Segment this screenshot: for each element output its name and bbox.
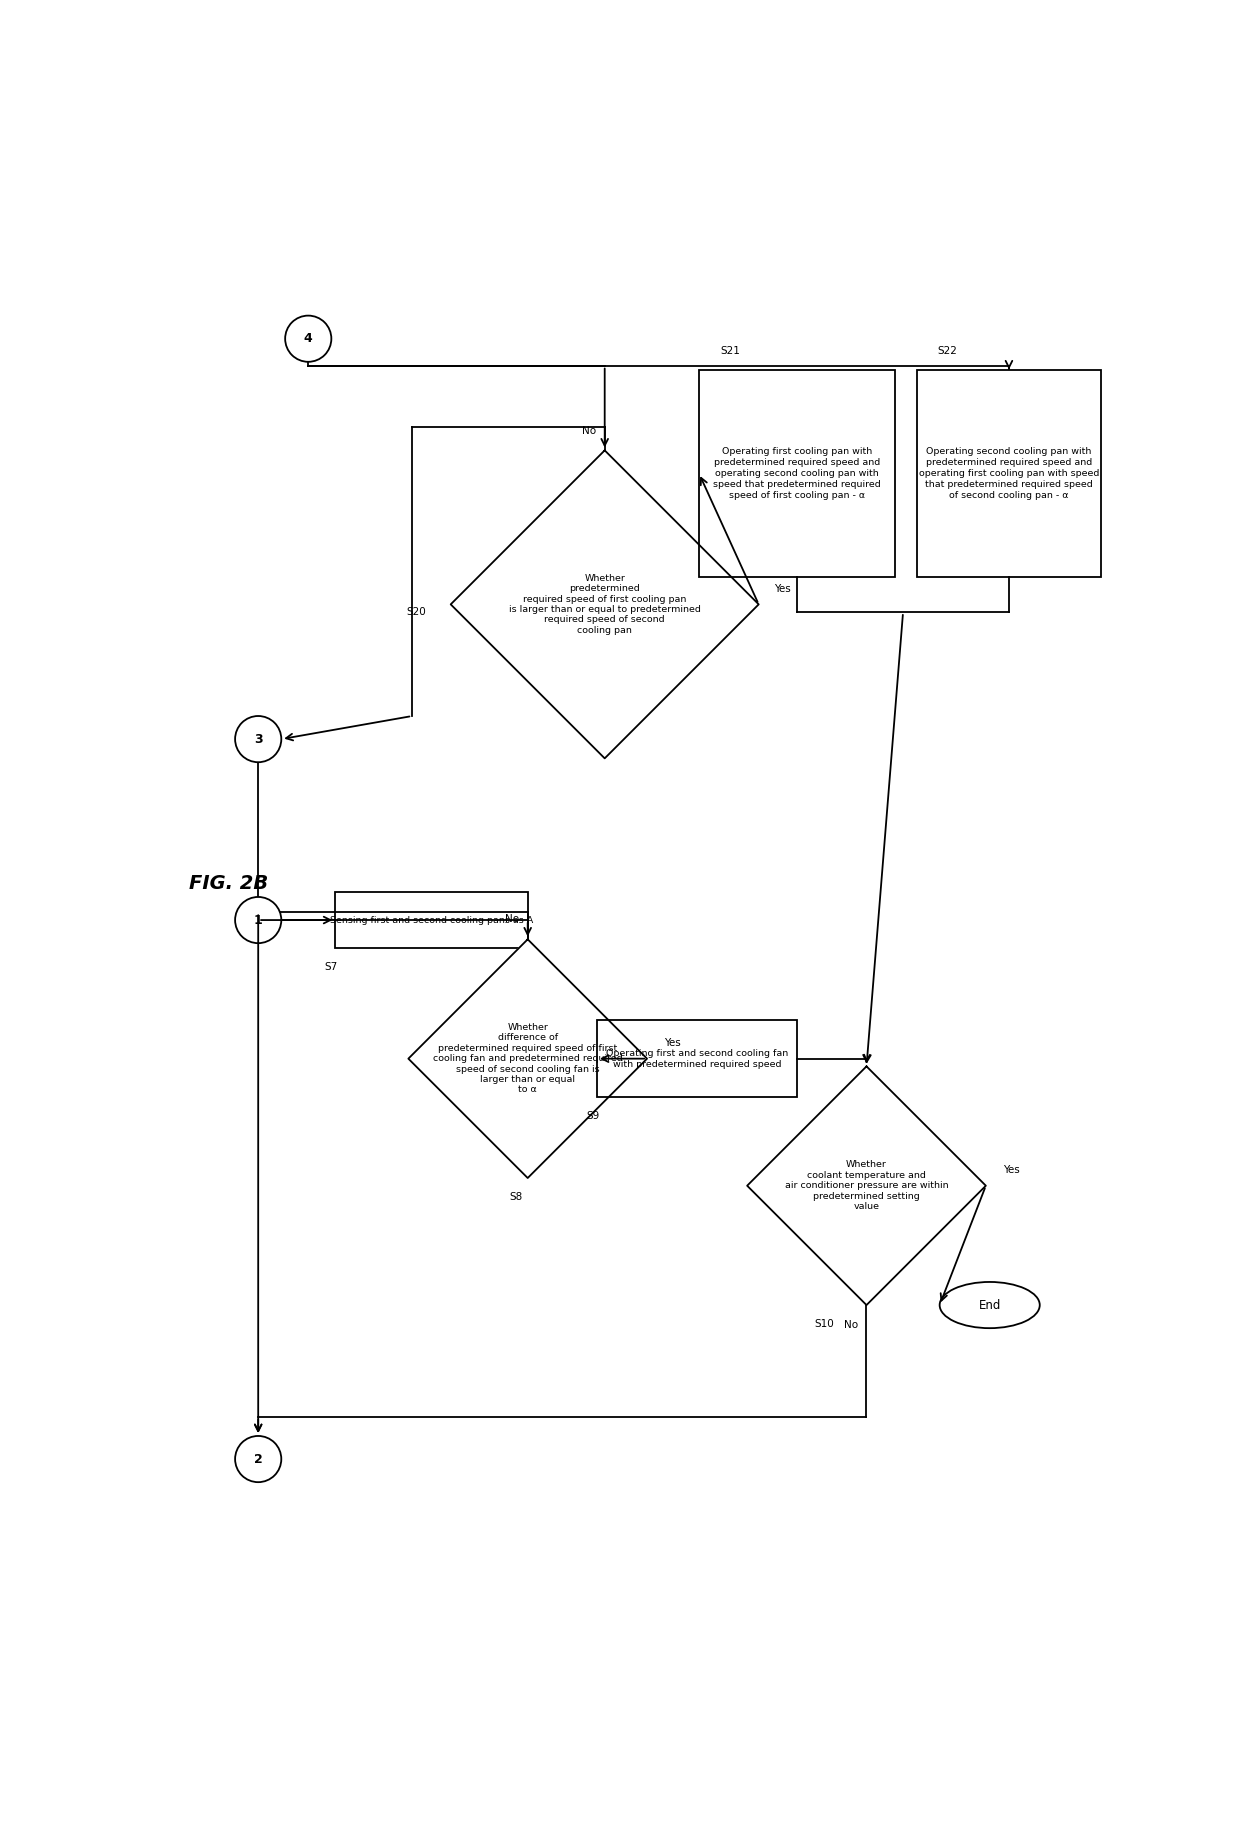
Text: S10: S10 <box>815 1320 835 1329</box>
Bar <box>596 1020 797 1097</box>
Text: 4: 4 <box>304 333 312 345</box>
Bar <box>916 369 1101 578</box>
Text: 2: 2 <box>254 1453 263 1466</box>
Text: S9: S9 <box>587 1111 600 1121</box>
Text: Whether
predetermined
required speed of first cooling pan
is larger than or equa: Whether predetermined required speed of … <box>508 574 701 634</box>
Text: FIG. 2B: FIG. 2B <box>188 874 268 892</box>
Text: Operating second cooling pan with
predetermined required speed and
operating fir: Operating second cooling pan with predet… <box>919 446 1099 501</box>
Text: S20: S20 <box>407 607 425 618</box>
Text: Whether
difference of
predetermined required speed of first
cooling fan and pred: Whether difference of predetermined requ… <box>433 1024 622 1095</box>
Text: No: No <box>844 1320 858 1331</box>
Ellipse shape <box>940 1281 1040 1329</box>
Text: S8: S8 <box>510 1192 523 1201</box>
Text: Operating first and second cooling fan
with predetermined required speed: Operating first and second cooling fan w… <box>606 1049 789 1069</box>
Text: Sensing first and second cooling pans as A: Sensing first and second cooling pans as… <box>330 916 533 925</box>
Text: S7: S7 <box>325 962 339 972</box>
Circle shape <box>236 1437 281 1483</box>
Bar <box>699 369 895 578</box>
Text: Yes: Yes <box>1003 1164 1019 1175</box>
Text: Whether
coolant temperature and
air conditioner pressure are within
predetermine: Whether coolant temperature and air cond… <box>785 1161 949 1210</box>
Text: Yes: Yes <box>663 1038 681 1047</box>
Text: 1: 1 <box>254 914 263 927</box>
Text: No: No <box>505 914 520 923</box>
Circle shape <box>236 717 281 762</box>
Polygon shape <box>408 940 647 1177</box>
Text: S21: S21 <box>720 345 740 356</box>
Text: No: No <box>583 426 596 437</box>
Circle shape <box>285 316 331 362</box>
Polygon shape <box>748 1066 986 1305</box>
Circle shape <box>236 898 281 943</box>
Text: S22: S22 <box>937 345 957 356</box>
Polygon shape <box>450 450 759 759</box>
Bar <box>335 892 528 947</box>
Text: Yes: Yes <box>774 583 791 594</box>
Text: Operating first cooling pan with
predetermined required speed and
operating seco: Operating first cooling pan with predete… <box>713 446 882 501</box>
Text: 3: 3 <box>254 733 263 746</box>
Text: End: End <box>978 1298 1001 1311</box>
